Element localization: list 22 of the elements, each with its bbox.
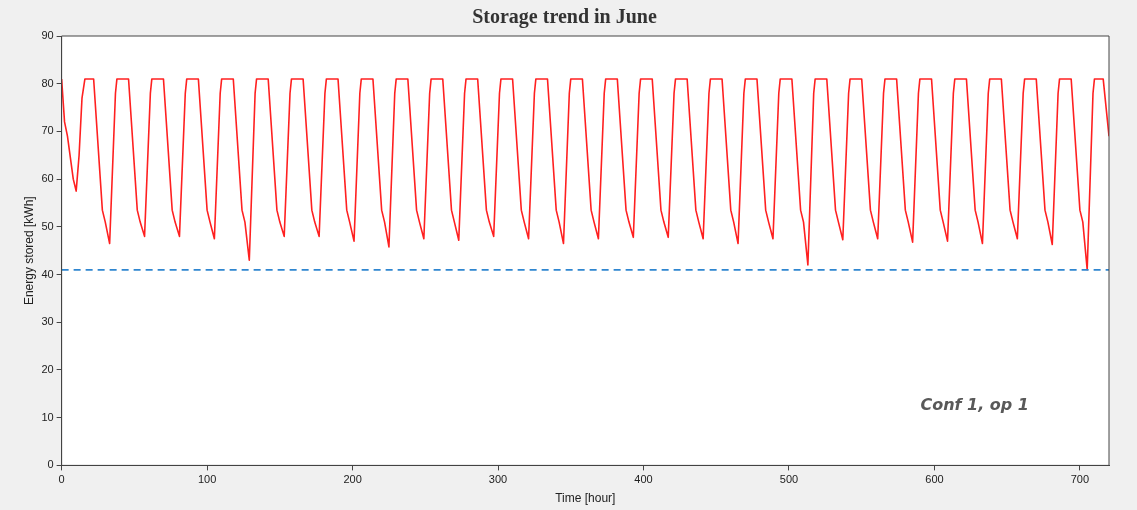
y-tick-label: 30 [41,315,54,328]
y-axis-title: Energy stored [kWh] [21,196,36,306]
y-tick-label: 40 [41,267,54,280]
y-tick-label: 80 [41,76,54,89]
y-tick-label: 10 [41,410,54,423]
chart-title: Storage trend in June [472,5,657,29]
x-tick-label: 700 [1070,473,1090,486]
y-tick-label: 70 [41,124,54,137]
y-tick-label: 50 [41,219,54,232]
y-tick-label: 0 [47,458,54,471]
y-tick-label: 60 [41,172,54,185]
x-tick-label: 600 [925,473,944,486]
x-tick-label: 400 [634,473,653,486]
y-tick-label: 90 [41,29,54,42]
annotation: Conf 1, op 1 [920,395,1029,415]
x-tick-label: 0 [58,473,65,486]
x-tick-label: 500 [779,473,799,486]
x-tick-label: 100 [197,473,217,486]
x-tick-label: 200 [343,473,362,486]
x-axis-title: Time [hour] [555,491,616,506]
y-tick-label: 20 [41,363,54,376]
x-tick-label: 300 [488,473,508,486]
